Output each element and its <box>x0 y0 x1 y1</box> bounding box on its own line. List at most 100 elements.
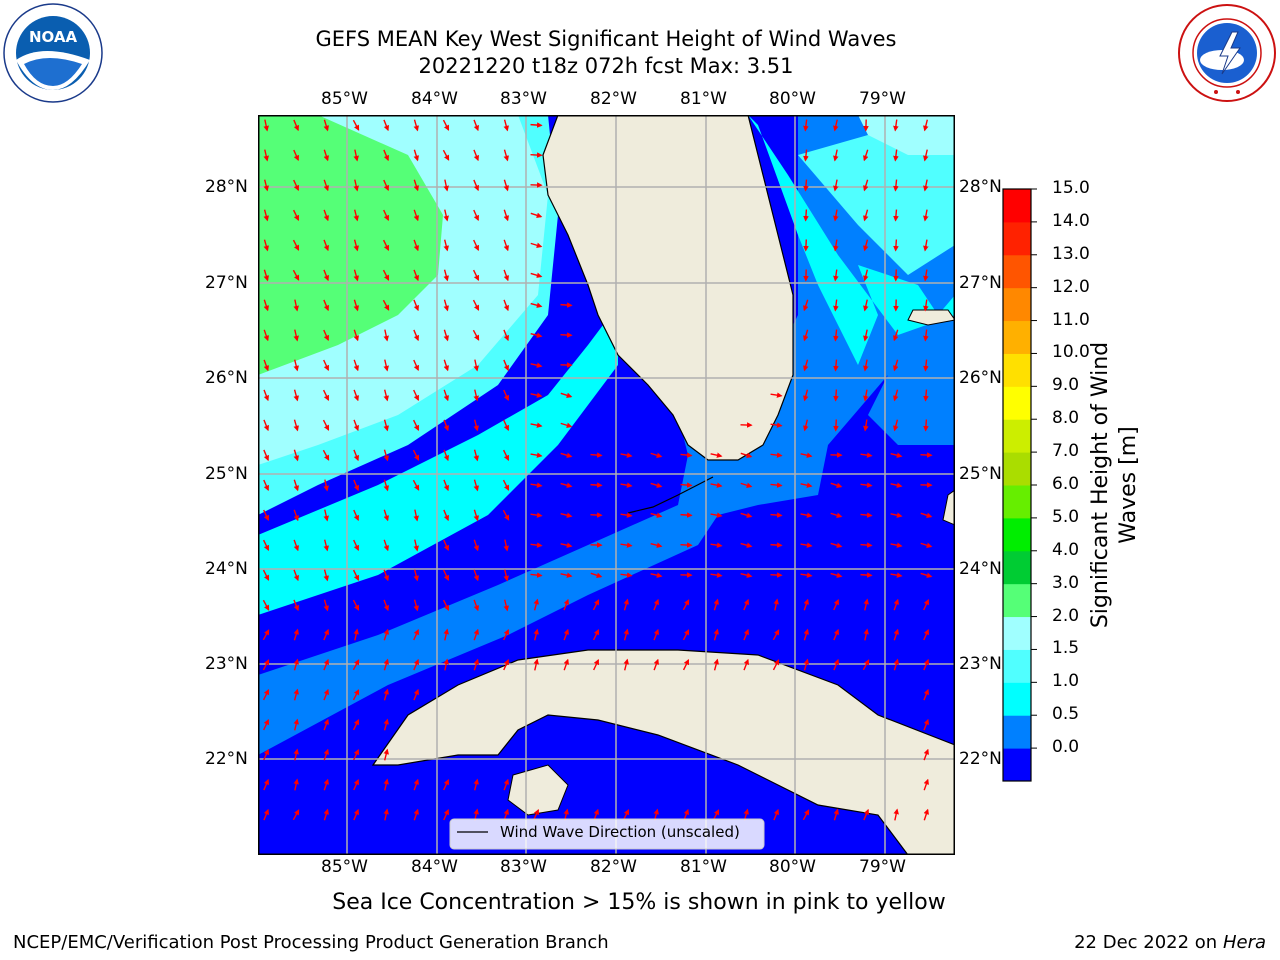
lat-label-right: 22°N <box>959 749 1002 769</box>
lon-label-top: 80°W <box>769 89 816 109</box>
wave-direction-arrow <box>443 359 449 372</box>
wave-direction-arrow <box>352 599 360 611</box>
wave-direction-arrow <box>740 572 753 578</box>
sea-ice-note: Sea Ice Concentration > 15% is shown in … <box>332 890 946 915</box>
wave-direction-arrow <box>803 179 809 192</box>
wave-direction-arrow <box>770 482 783 488</box>
map-frame <box>258 115 955 855</box>
footer-date: 22 Dec 2022 on Hera <box>1074 932 1266 953</box>
lat-label-left: 24°N <box>205 559 248 579</box>
wave-direction-arrow <box>263 119 269 132</box>
wave-direction-arrow <box>353 389 359 402</box>
wave-direction-arrow <box>443 389 449 402</box>
wave-direction-arrow <box>352 719 360 731</box>
wave-direction-arrow <box>560 512 573 518</box>
colorbar-segment <box>1003 616 1031 650</box>
wave-direction-arrow <box>263 389 269 402</box>
chart-title: GEFS MEAN Key West Significant Height of… <box>315 27 897 51</box>
wave-direction-arrow <box>830 542 843 548</box>
wave-direction-arrow <box>590 512 603 518</box>
wave-direction-arrow <box>263 299 269 312</box>
wave-direction-arrow <box>443 808 449 821</box>
wave-direction-arrow <box>353 359 359 372</box>
wave-direction-arrow <box>413 149 419 162</box>
wave-direction-arrow <box>443 329 449 342</box>
colorbar-tick-label: 13.0 <box>1052 243 1090 264</box>
wave-direction-arrow <box>503 599 509 612</box>
wave-direction-arrow <box>530 572 543 578</box>
wave-direction-arrow <box>353 269 359 282</box>
wave-direction-arrow <box>473 359 479 372</box>
colorbar-tick-label: 6.0 <box>1052 474 1080 494</box>
wave-direction-arrow <box>353 808 359 821</box>
wave-direction-arrow <box>503 119 509 132</box>
lat-label-right: 26°N <box>959 368 1002 388</box>
wave-direction-arrow <box>323 569 329 582</box>
wave-direction-arrow <box>503 808 509 821</box>
wave-direction-arrow <box>473 569 479 582</box>
wave-direction-arrow <box>863 808 869 821</box>
wave-direction-arrow <box>803 359 809 372</box>
wave-direction-arrow <box>773 598 779 611</box>
wave-direction-arrow <box>530 452 543 458</box>
wave-direction-arrow <box>923 179 929 192</box>
wave-direction-arrow <box>383 539 389 552</box>
colorbar-segment <box>1003 254 1031 289</box>
lon-label-top: 83°W <box>500 89 547 109</box>
wave-direction-arrow <box>293 599 299 612</box>
colorbar-label: Significant Height of Wind Waves [m] <box>1088 341 1141 629</box>
legend-label: Wind Wave Direction (unscaled) <box>500 823 740 841</box>
lon-label-bottom: 84°W <box>411 857 458 877</box>
wave-direction-arrow <box>293 149 299 162</box>
wave-direction-arrow <box>592 629 600 641</box>
wave-direction-arrow <box>623 658 629 671</box>
wave-direction-arrow <box>473 628 479 641</box>
wave-direction-arrow <box>413 569 419 582</box>
wave-direction-arrow <box>623 628 629 641</box>
wave-direction-arrow <box>473 149 479 162</box>
wave-direction-arrow <box>620 572 633 578</box>
wave-direction-arrow <box>863 419 869 432</box>
wave-direction-arrow <box>293 688 299 701</box>
wave-direction-arrow <box>473 119 479 132</box>
lat-label-left: 22°N <box>205 749 248 769</box>
wave-direction-arrow <box>412 449 420 461</box>
wave-direction-arrow <box>323 539 329 552</box>
wave-direction-arrow <box>353 749 359 761</box>
wave-direction-arrow <box>443 628 449 641</box>
wave-direction-arrow <box>893 389 899 402</box>
lat-label-right: 24°N <box>959 559 1002 579</box>
lat-label-left: 25°N <box>205 464 248 484</box>
wave-direction-arrow <box>293 419 299 432</box>
wave-direction-arrow <box>443 299 449 312</box>
wave-direction-arrow <box>382 269 390 281</box>
wave-direction-arrow <box>803 299 809 312</box>
wave-direction-arrow <box>473 389 479 402</box>
ocean-band-1.5-2.0-east <box>798 135 955 275</box>
wave-direction-arrow <box>893 628 899 641</box>
lat-label-right: 28°N <box>959 177 1002 197</box>
wave-direction-arrow <box>263 808 269 821</box>
wave-direction-arrow <box>833 269 839 282</box>
wave-direction-arrow <box>353 479 359 492</box>
wave-direction-arrow <box>803 658 809 671</box>
wave-direction-arrow <box>833 419 839 432</box>
wave-direction-arrow <box>803 149 809 162</box>
lon-label-bottom: 85°W <box>321 857 368 877</box>
wave-direction-arrow <box>893 119 899 132</box>
wave-direction-arrow <box>443 179 449 192</box>
wave-direction-arrow <box>563 658 569 671</box>
wave-direction-arrow <box>890 482 903 488</box>
wave-direction-arrow <box>383 628 389 641</box>
wave-direction-arrow <box>650 482 663 488</box>
wave-direction-arrow <box>262 659 270 671</box>
wave-direction-arrow <box>323 628 329 641</box>
colorbar-tick-label: 0.0 <box>1052 737 1080 758</box>
lat-label-right: 23°N <box>959 654 1002 674</box>
wave-direction-arrow <box>590 482 603 488</box>
wave-direction-arrow <box>323 359 329 371</box>
wave-direction-arrow <box>383 449 389 462</box>
wave-direction-arrow <box>263 359 269 372</box>
wave-direction-arrow <box>533 598 539 611</box>
wave-direction-arrow <box>353 179 359 192</box>
